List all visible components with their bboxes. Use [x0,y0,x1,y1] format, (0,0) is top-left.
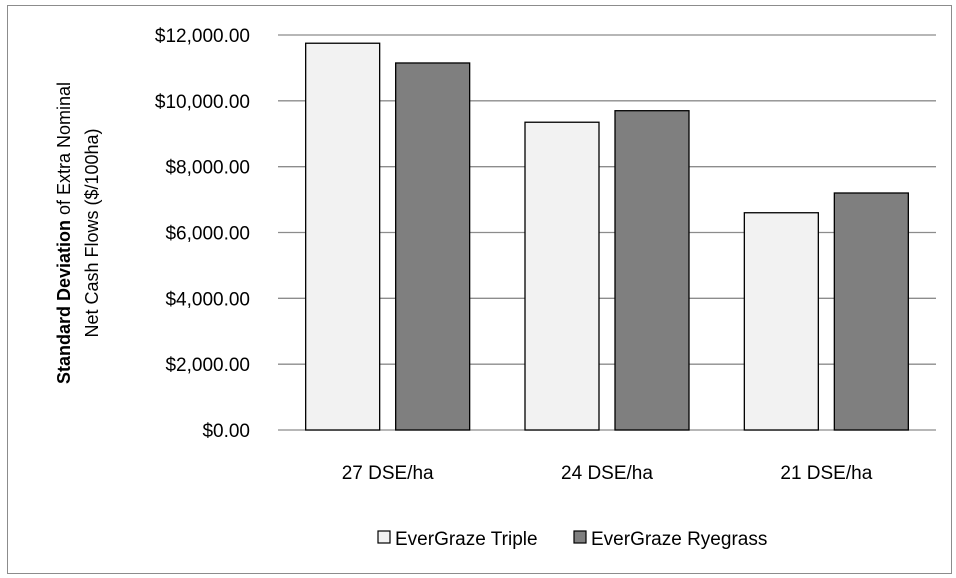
bars [305,42,909,431]
y-axis-tick-labels: $0.00 $2,000.00 $4,000.00 $6,000.00 $8,000.0… [155,26,250,442]
bar-chart: $0.00 $2,000.00 $4,000.00 $6,000.00 $8,000.0… [54,26,936,550]
chart-frame: $0.00 $2,000.00 $4,000.00 $6,000.00 $8,000.0… [7,5,952,574]
legend-swatch [573,530,587,544]
legend: EverGraze Triple EverGraze Ryegrass [377,529,767,550]
legend-swatch [377,530,391,544]
y-tick-label: $12,000.00 [155,26,250,47]
y-tick-label: $4,000.00 [165,289,250,310]
bar-ryegrass [833,192,909,431]
bar-triple [524,121,600,431]
bar-ryegrass [395,62,471,431]
x-tick-label: 27 DSE/ha [342,463,434,484]
bar-triple [743,212,819,431]
legend-label: EverGraze Ryegrass [591,529,767,550]
y-tick-label: $0.00 [202,421,250,442]
y-tick-label: $2,000.00 [165,355,250,376]
y-axis-title-rest: of Extra Nominal [54,82,74,220]
x-axis-tick-labels: 27 DSE/ha 24 DSE/ha 21 DSE/ha [342,463,873,484]
y-tick-label: $6,000.00 [165,224,250,245]
gridlines [278,34,936,431]
bar-triple [305,42,381,431]
x-tick-label: 21 DSE/ha [780,463,872,484]
x-tick-label: 24 DSE/ha [561,463,653,484]
bar-ryegrass [614,110,690,431]
y-axis-title-line1: Standard Deviation of Extra Nominal [54,82,74,384]
y-axis-title-bold: Standard Deviation [54,220,74,384]
y-axis-title: Standard Deviation of Extra Nominal Net … [54,82,102,384]
y-axis-title-line2: Net Cash Flows ($/100ha) [82,128,102,337]
y-tick-label: $10,000.00 [155,92,250,113]
y-tick-label: $8,000.00 [165,158,250,179]
legend-label: EverGraze Triple [395,529,538,550]
